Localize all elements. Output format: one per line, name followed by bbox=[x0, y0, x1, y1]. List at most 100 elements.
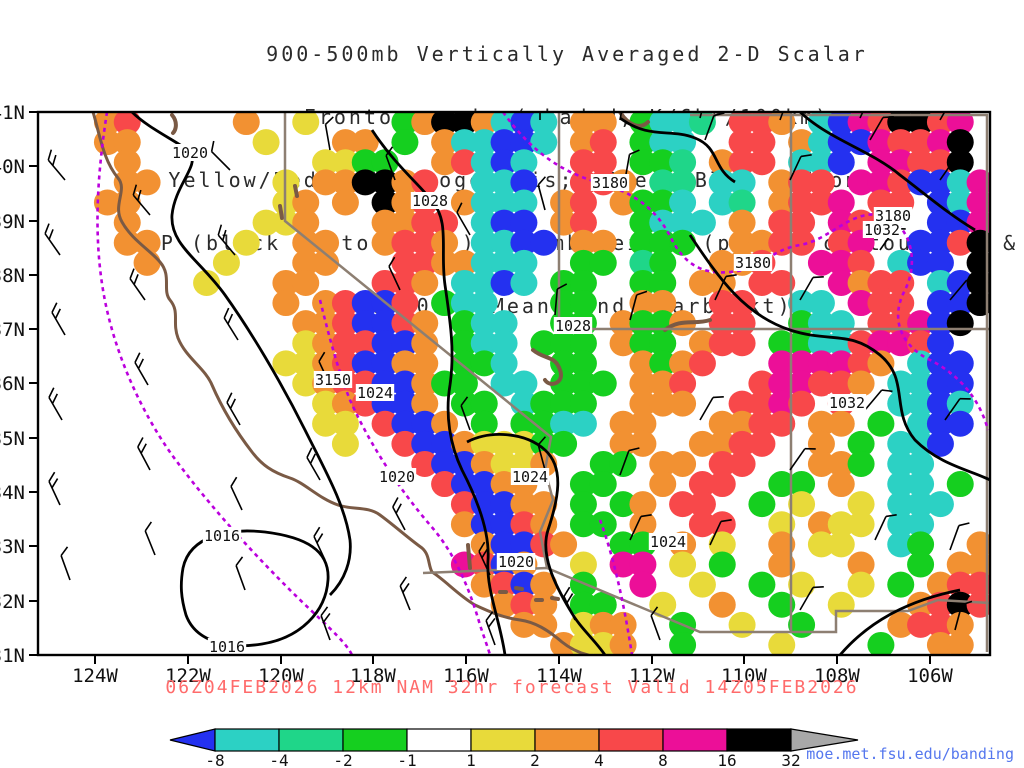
wind-barb bbox=[779, 112, 790, 121]
shading-cell bbox=[788, 169, 816, 196]
shading-cell bbox=[450, 390, 478, 417]
wind-barb bbox=[392, 497, 406, 531]
colorbar-tick-label: -8 bbox=[205, 751, 224, 768]
shading-cell bbox=[629, 209, 657, 236]
shading-cell bbox=[807, 531, 835, 558]
shading-cell bbox=[649, 471, 677, 498]
shading-cell bbox=[649, 209, 677, 236]
shading-cell bbox=[629, 249, 657, 276]
shading-cell bbox=[550, 350, 578, 377]
wind-barb bbox=[47, 149, 66, 181]
wind-barb bbox=[485, 611, 496, 646]
shading-cell bbox=[708, 551, 736, 578]
contour-label: 1032 bbox=[829, 394, 865, 412]
credit-link[interactable]: moe.met.fsu.edu/banding bbox=[806, 745, 1014, 763]
shading-cell bbox=[867, 290, 895, 317]
shading-cell bbox=[292, 269, 320, 296]
shading-cell bbox=[728, 149, 756, 176]
shading-cell bbox=[807, 511, 835, 538]
shading-cell bbox=[788, 209, 816, 236]
shading-cell bbox=[669, 209, 697, 236]
frontogenesis-shading bbox=[93, 112, 990, 655]
shading-cell bbox=[431, 450, 459, 477]
shading-cell bbox=[649, 350, 677, 377]
shading-cell bbox=[788, 350, 816, 377]
wind-barb bbox=[650, 606, 661, 641]
shading-cell bbox=[609, 551, 637, 578]
shading-cell bbox=[113, 129, 141, 156]
colorbar-segment bbox=[406, 728, 472, 752]
shading-cell bbox=[966, 290, 990, 317]
shading-cell bbox=[450, 310, 478, 337]
shading-cell bbox=[609, 410, 637, 437]
wind-barb bbox=[51, 302, 66, 336]
mslp-contour bbox=[466, 433, 607, 655]
shading-cell bbox=[728, 189, 756, 216]
contour-label: 3180 bbox=[875, 207, 911, 225]
shading-cell bbox=[649, 149, 677, 176]
shading-cell bbox=[649, 390, 677, 417]
lake bbox=[550, 596, 560, 601]
wind-barb bbox=[48, 471, 61, 506]
shading-cell bbox=[510, 531, 538, 558]
lon-tick-label: 116W bbox=[443, 665, 489, 687]
colorbar-tick-label: 32 bbox=[781, 751, 800, 768]
shading-cell bbox=[411, 209, 439, 236]
colorbar-tick-label: 16 bbox=[717, 751, 736, 768]
wind-barb bbox=[954, 600, 973, 631]
shading-cell bbox=[946, 269, 974, 296]
wind-barb bbox=[478, 541, 491, 576]
shading-cell bbox=[470, 310, 498, 337]
mslp-contour bbox=[688, 234, 990, 482]
shading-cell bbox=[807, 169, 835, 196]
shading-cell bbox=[331, 390, 359, 417]
shading-cell bbox=[946, 350, 974, 377]
shading-cell bbox=[847, 269, 875, 296]
shading-cell bbox=[887, 370, 915, 397]
shading-cell bbox=[669, 112, 697, 136]
shading-cell bbox=[807, 112, 835, 136]
shading-cell bbox=[411, 269, 439, 296]
shading-cell bbox=[589, 370, 617, 397]
shading-cell bbox=[470, 350, 498, 377]
shading-cell bbox=[331, 169, 359, 196]
colorbar-right-arrow bbox=[790, 728, 859, 752]
shading-cell bbox=[728, 430, 756, 457]
lake bbox=[170, 113, 178, 135]
shading-cell bbox=[470, 410, 498, 437]
shading-cell bbox=[411, 390, 439, 417]
shading-cell bbox=[926, 209, 954, 236]
shading-cell bbox=[827, 149, 855, 176]
wind-barb bbox=[629, 514, 652, 541]
shading-cell bbox=[907, 551, 935, 578]
shading-cell bbox=[450, 430, 478, 457]
shading-cell bbox=[827, 229, 855, 256]
wind-barb bbox=[939, 112, 954, 121]
shading-cell bbox=[569, 129, 597, 156]
shading-cell bbox=[490, 330, 518, 357]
shading-cell bbox=[629, 149, 657, 176]
shading-cell bbox=[807, 370, 835, 397]
mslp-contour bbox=[838, 588, 961, 655]
wind-barb bbox=[210, 140, 231, 171]
shading-cell bbox=[946, 310, 974, 337]
shading-cell bbox=[926, 290, 954, 317]
shading-cell bbox=[431, 410, 459, 437]
shading-cell bbox=[807, 350, 835, 377]
shading-cell bbox=[569, 350, 597, 377]
shading-cell bbox=[768, 471, 796, 498]
shading-cell bbox=[847, 290, 875, 317]
shading-cell bbox=[688, 350, 716, 377]
shading-cell bbox=[569, 370, 597, 397]
wind-barb bbox=[699, 112, 708, 119]
shading-cell bbox=[450, 290, 478, 317]
shading-cell bbox=[669, 491, 697, 518]
colorbar-tick-label: 4 bbox=[594, 751, 604, 768]
shading-cell bbox=[391, 269, 419, 296]
shading-cell bbox=[669, 631, 697, 655]
shading-cell bbox=[351, 310, 379, 337]
shading-cell bbox=[312, 390, 340, 417]
shading-cell bbox=[748, 269, 776, 296]
shading-cell bbox=[748, 430, 776, 457]
shading-cell bbox=[470, 129, 498, 156]
